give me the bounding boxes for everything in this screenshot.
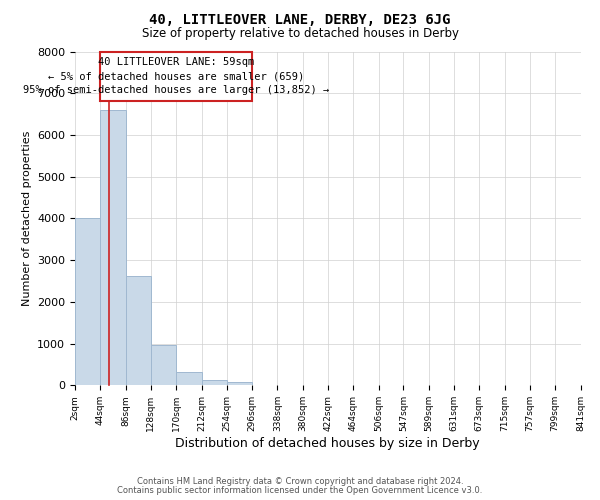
Text: Size of property relative to detached houses in Derby: Size of property relative to detached ho… (142, 28, 458, 40)
X-axis label: Distribution of detached houses by size in Derby: Distribution of detached houses by size … (175, 437, 480, 450)
Bar (125, 276, 151, 386)
Text: 40, LITTLEOVER LANE, DERBY, DE23 6JG: 40, LITTLEOVER LANE, DERBY, DE23 6JG (149, 12, 451, 26)
FancyBboxPatch shape (100, 52, 252, 100)
Bar (227, 382, 252, 386)
Text: Contains public sector information licensed under the Open Government Licence v3: Contains public sector information licen… (118, 486, 482, 495)
Text: ← 5% of detached houses are smaller (659): ← 5% of detached houses are smaller (659… (48, 71, 304, 81)
Bar (176, 372, 202, 386)
Text: 95% of semi-detached houses are larger (13,852) →: 95% of semi-detached houses are larger (… (23, 85, 329, 95)
Bar (202, 380, 227, 386)
Bar (75, 218, 100, 386)
Text: 40 LITTLEOVER LANE: 59sqm: 40 LITTLEOVER LANE: 59sqm (98, 58, 254, 68)
Bar (100, 110, 125, 386)
Text: Contains HM Land Registry data © Crown copyright and database right 2024.: Contains HM Land Registry data © Crown c… (137, 477, 463, 486)
Bar (151, 346, 176, 386)
Y-axis label: Number of detached properties: Number of detached properties (22, 130, 32, 306)
